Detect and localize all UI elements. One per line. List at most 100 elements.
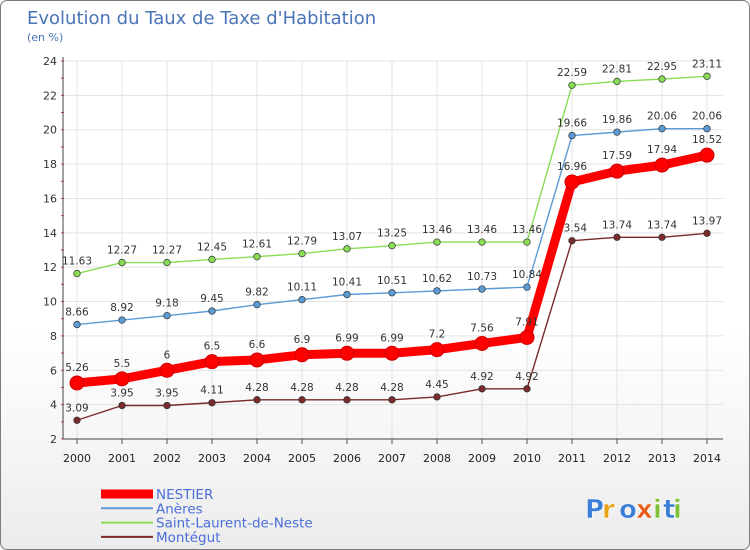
data-point <box>568 81 576 89</box>
y-tick-label: 24 <box>43 55 57 68</box>
logo-letter: P <box>585 495 604 525</box>
data-point <box>388 289 396 297</box>
data-label: 20.06 <box>647 111 677 123</box>
data-point <box>388 242 396 250</box>
chart-subtitle: (en %) <box>27 31 63 44</box>
data-point <box>163 311 171 320</box>
data-point <box>523 238 531 246</box>
data-label: 10.41 <box>332 277 362 289</box>
data-point <box>204 354 220 370</box>
data-point <box>523 283 531 291</box>
data-point <box>249 352 265 368</box>
data-point <box>654 157 670 173</box>
data-point <box>73 320 81 329</box>
data-point <box>118 401 126 410</box>
data-label: 7.91 <box>515 316 538 328</box>
x-tick-label: 2008 <box>423 452 451 465</box>
y-tick-label: 4 <box>50 399 57 412</box>
logo-letter: i <box>673 495 682 525</box>
data-point <box>208 255 216 264</box>
data-point <box>658 125 666 133</box>
data-point <box>118 316 126 324</box>
data-point <box>703 72 711 80</box>
data-label: 12.45 <box>197 241 227 253</box>
x-tick-label: 2001 <box>108 452 136 465</box>
data-point <box>613 233 621 241</box>
x-tick-label: 2010 <box>513 452 541 465</box>
data-point <box>564 174 580 190</box>
data-label: 4.28 <box>335 382 358 394</box>
data-label: 12.79 <box>287 236 317 248</box>
data-label: 18.52 <box>692 134 722 146</box>
data-label: 13.46 <box>512 224 542 236</box>
data-label: 6.99 <box>380 332 403 344</box>
x-tick-label: 2003 <box>198 452 226 465</box>
data-label: 20.06 <box>692 111 722 123</box>
data-label: 7.56 <box>470 322 494 334</box>
data-label: 22.95 <box>647 61 677 73</box>
data-label: 13.74 <box>602 219 632 231</box>
y-tick-label: 10 <box>43 296 57 309</box>
x-tick-label: 2014 <box>693 452 721 465</box>
data-point <box>298 249 306 258</box>
data-label: 13.97 <box>692 215 722 227</box>
data-label: 13.25 <box>377 228 407 240</box>
data-label: 4.45 <box>425 379 448 391</box>
y-tick-label: 22 <box>43 89 57 102</box>
data-point <box>343 290 351 299</box>
data-point <box>384 345 400 361</box>
data-point <box>294 347 310 363</box>
data-label: 9.18 <box>155 298 178 310</box>
data-label: 4.92 <box>515 371 538 383</box>
data-point <box>208 307 216 315</box>
data-point <box>298 396 306 404</box>
data-label: 5.5 <box>114 358 131 370</box>
y-tick-label: 16 <box>43 192 57 205</box>
data-point <box>609 163 625 179</box>
data-label: 16.96 <box>557 161 587 173</box>
legend-label-1: Anères <box>156 501 203 517</box>
legend-label-0: NESTIER <box>156 487 213 503</box>
data-point <box>73 416 81 424</box>
data-label: 3.95 <box>110 387 133 399</box>
data-point <box>388 396 396 404</box>
data-label: 22.59 <box>557 67 587 79</box>
data-label: 17.59 <box>602 150 632 162</box>
data-point <box>699 147 715 163</box>
y-tick-label: 12 <box>43 261 57 274</box>
data-label: 17.94 <box>647 144 677 156</box>
data-label: 13.54 <box>557 223 587 235</box>
data-label: 7.2 <box>429 329 446 341</box>
series-layer: 11.63 12.27 12.27 12.45 12.61 12.79 13.07 13.25… <box>62 58 722 424</box>
data-label: 19.86 <box>602 114 632 126</box>
data-point <box>478 238 486 246</box>
data-point <box>298 296 306 304</box>
data-point <box>429 342 445 358</box>
data-point <box>703 125 711 133</box>
data-label: 13.07 <box>332 231 362 243</box>
data-label: 10.84 <box>512 269 542 281</box>
data-label: 9.45 <box>200 293 223 305</box>
data-point <box>343 396 351 404</box>
chart-title: Evolution du Taux de Taxe d'Habitation <box>27 8 376 29</box>
data-point <box>478 285 486 293</box>
data-point <box>73 269 81 278</box>
data-label: 23.11 <box>692 58 722 70</box>
data-label: 22.81 <box>602 63 632 75</box>
data-point <box>658 233 666 241</box>
x-tick-label: 2005 <box>288 452 316 465</box>
data-point <box>253 253 261 261</box>
y-tick-label: 6 <box>50 364 57 377</box>
data-label: 4.28 <box>380 382 403 394</box>
data-point <box>163 401 171 410</box>
data-point <box>433 238 441 246</box>
proxiti-logo: Pr o x i ti <box>585 495 683 526</box>
y-tick-label: 18 <box>43 158 57 171</box>
data-label: 12.27 <box>107 245 137 257</box>
data-point <box>163 258 171 267</box>
data-point <box>474 335 490 351</box>
data-point <box>114 371 130 387</box>
